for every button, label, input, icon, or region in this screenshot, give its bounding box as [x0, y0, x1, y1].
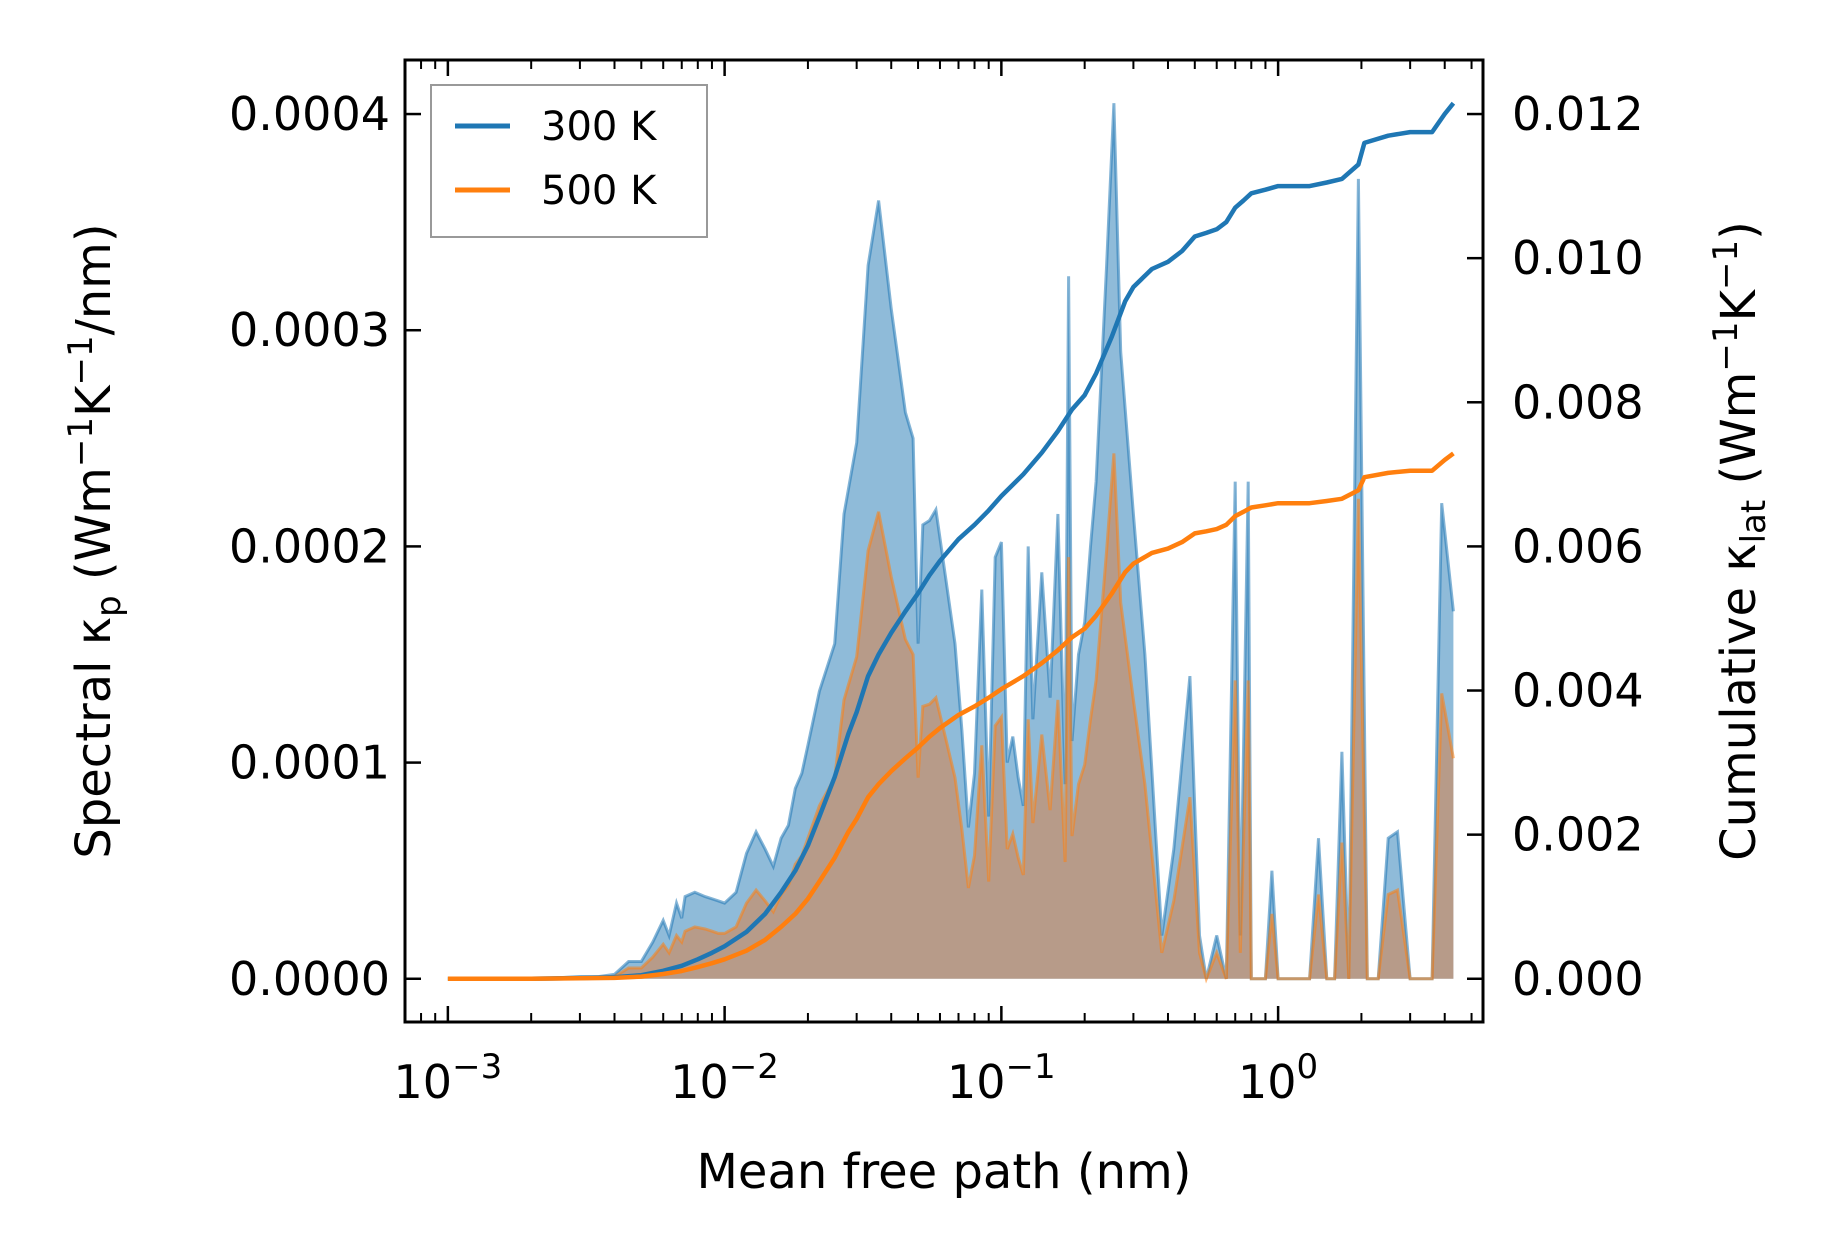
cumulative-line-300k [447, 101, 1456, 982]
x-tick-label: 10−2 [670, 1047, 779, 1109]
x-tick-label: 10−3 [394, 1047, 503, 1109]
x-tick-label-exponent: 0 [1297, 1047, 1319, 1087]
y-left-tick-label: 0.0002 [229, 519, 390, 573]
x-tick-label: 100 [1238, 1047, 1318, 1109]
x-tick-label: 10−1 [947, 1047, 1056, 1109]
x-tick-label-base: 10 [947, 1055, 1006, 1109]
legend-box [430, 84, 708, 238]
y-left-tick-label: 0.0004 [229, 87, 390, 141]
x-tick-label-exponent: −3 [452, 1047, 502, 1087]
legend-label-300k: 300 K [541, 104, 658, 150]
x-tick-label-base: 10 [1238, 1055, 1297, 1109]
y-right-tick-label: 0.002 [1512, 808, 1644, 862]
y-right-tick-label: 0.000 [1512, 952, 1644, 1006]
legend: 300 K 500 K [430, 84, 708, 238]
plot-frame [403, 58, 1485, 1024]
y-left-tick-label: 0.0001 [229, 736, 390, 790]
y-right-tick-label: 0.006 [1512, 519, 1644, 573]
y-right-tick-label: 0.004 [1512, 664, 1644, 718]
cumulative-line-500k [447, 451, 1455, 982]
x-tick-label-base: 10 [394, 1055, 453, 1109]
tick-labels-layer: 10−3 10−2 10−1 1000.00000.00010.00020.00030… [229, 87, 1644, 1109]
y-left-tick-label: 0.0003 [229, 303, 390, 357]
legend-label-500k: 500 K [541, 168, 658, 214]
right-y-axis-title: Cumulative κlat (Wm−1K−1) [1706, 221, 1774, 861]
x-tick-label-base: 10 [670, 1055, 729, 1109]
x-tick-label-exponent: −2 [729, 1047, 779, 1087]
x-tick-label-exponent: −1 [1006, 1047, 1056, 1087]
y-right-tick-label: 0.008 [1512, 375, 1644, 429]
left-y-axis-title: Spectral κp (Wm−1K−1/nm) [61, 223, 129, 858]
cumulative-line-layer [447, 101, 1456, 982]
x-axis-title: Mean free path (nm) [697, 1144, 1192, 1200]
y-left-tick-label: 0.0000 [229, 952, 390, 1006]
spectral-area-500k [447, 453, 1454, 979]
y-right-tick-label: 0.010 [1512, 231, 1644, 285]
spectral-fill-layer [447, 103, 1455, 984]
y-right-tick-label: 0.012 [1512, 87, 1644, 141]
spectral-edge-500k [447, 453, 1455, 984]
